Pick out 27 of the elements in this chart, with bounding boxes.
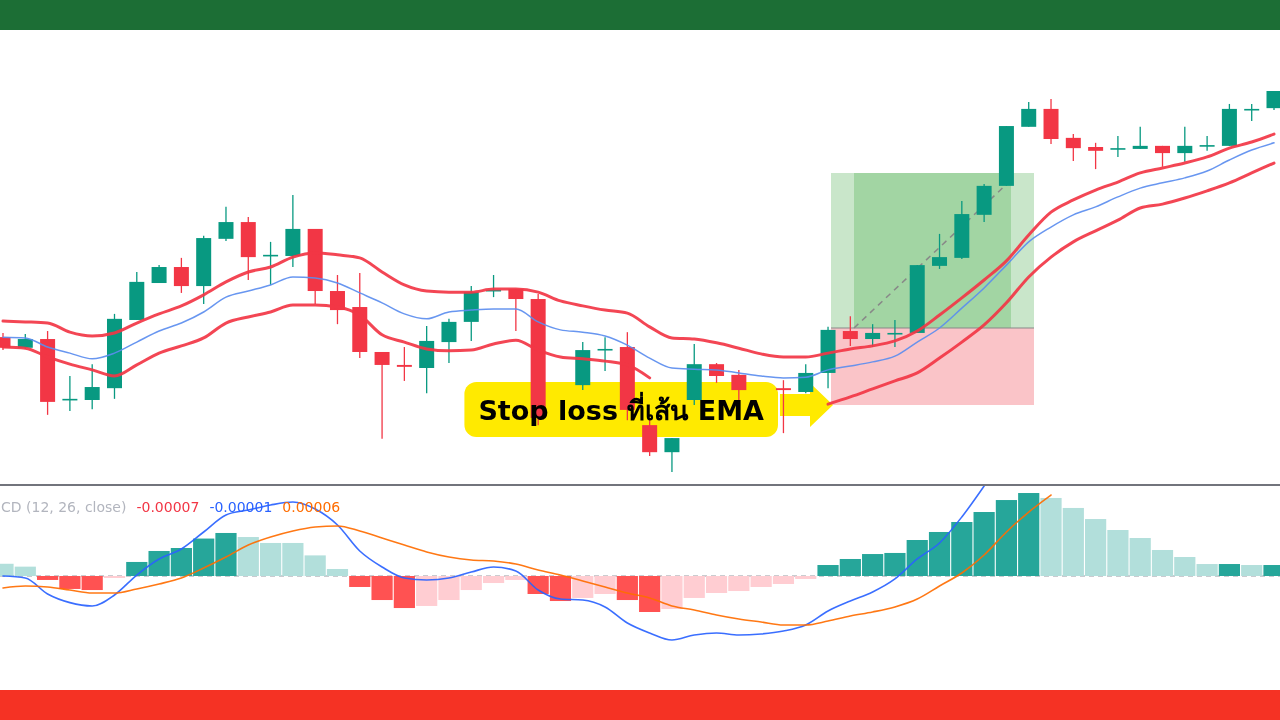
bar (1218, 564, 1240, 576)
candlestick (1021, 101, 1037, 128)
series-label: -0.00007 (136, 499, 200, 515)
candlestick (1132, 126, 1148, 150)
candlestick (1266, 90, 1280, 111)
candlestick (932, 233, 948, 270)
candlestick (798, 363, 814, 394)
candlestick (1199, 135, 1215, 152)
candlestick (664, 437, 680, 473)
legend-title: CD (12, 26, close) (1, 499, 127, 515)
candlestick (1065, 133, 1081, 162)
candlestick (1177, 126, 1193, 163)
candlestick (441, 318, 457, 364)
candlestick (842, 315, 858, 347)
candlestick (374, 351, 390, 440)
candlestick (775, 379, 791, 434)
candlestick (396, 346, 412, 382)
candlestick (218, 206, 234, 242)
candlestick (597, 336, 613, 372)
candlestick (887, 319, 903, 348)
candlestick (84, 363, 100, 410)
candlestick (1088, 142, 1104, 170)
candlestick (1110, 135, 1126, 158)
bar (81, 576, 103, 591)
candlestick (731, 369, 747, 401)
bar (1196, 564, 1218, 576)
candlestick (173, 257, 189, 294)
